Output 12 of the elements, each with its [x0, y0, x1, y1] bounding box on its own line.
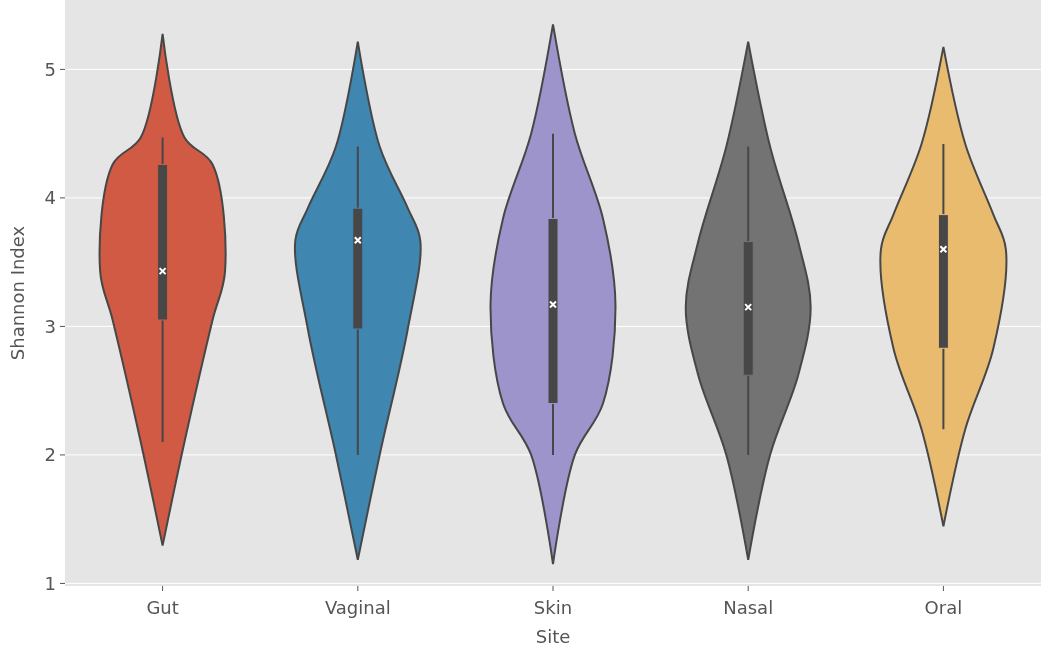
x-axis-title: Site	[535, 626, 571, 647]
y-tick-label: 2	[44, 444, 56, 466]
y-tick-label: 1	[44, 572, 56, 594]
x-tick-label: Oral	[924, 597, 963, 618]
x-tick-label: Vaginal	[324, 597, 391, 618]
y-tick-label: 5	[44, 58, 56, 80]
x-tick-label: Gut	[146, 597, 179, 618]
y-tick-label: 3	[44, 315, 56, 337]
y-axis-title: Shannon Index	[7, 225, 28, 361]
x-tick-label: Skin	[533, 597, 573, 618]
y-tick-label: 4	[44, 187, 56, 209]
x-tick-label: Nasal	[723, 597, 774, 618]
